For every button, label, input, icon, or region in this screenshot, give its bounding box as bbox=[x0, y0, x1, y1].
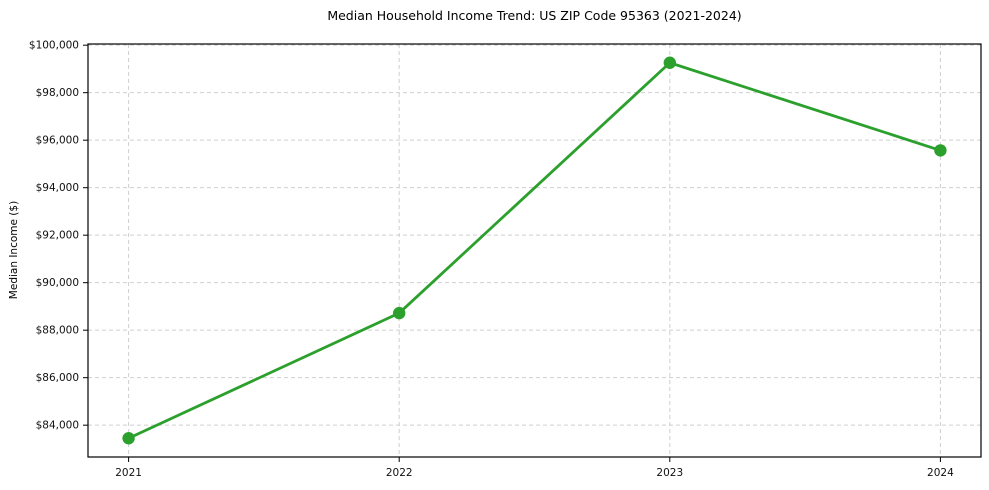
data-point-2024 bbox=[934, 144, 947, 157]
data-point-2022 bbox=[392, 306, 406, 320]
y-tick-label: $90,000 bbox=[36, 277, 79, 289]
y-tick-label: $98,000 bbox=[36, 87, 79, 99]
x-tick-label: 2021 bbox=[115, 467, 142, 479]
y-tick-label: $96,000 bbox=[36, 135, 79, 147]
y-tick-label: $94,000 bbox=[36, 182, 79, 194]
y-tick-label: $88,000 bbox=[36, 325, 79, 337]
plot-border bbox=[87, 43, 982, 458]
x-tick-label: 2022 bbox=[386, 467, 413, 479]
income-trend-line bbox=[127, 61, 942, 440]
y-tick-label: $84,000 bbox=[36, 420, 79, 432]
chart-title: Median Household Income Trend: US ZIP Co… bbox=[327, 8, 742, 23]
x-tick-label: 2023 bbox=[656, 467, 683, 479]
data-point-2023 bbox=[663, 56, 677, 69]
y-tick-label: $100,000 bbox=[29, 40, 79, 52]
data-point-2021 bbox=[122, 432, 135, 445]
y-tick-label: $92,000 bbox=[36, 230, 79, 242]
y-tick-label: $86,000 bbox=[36, 372, 79, 384]
x-tick-label: 2024 bbox=[927, 467, 954, 479]
